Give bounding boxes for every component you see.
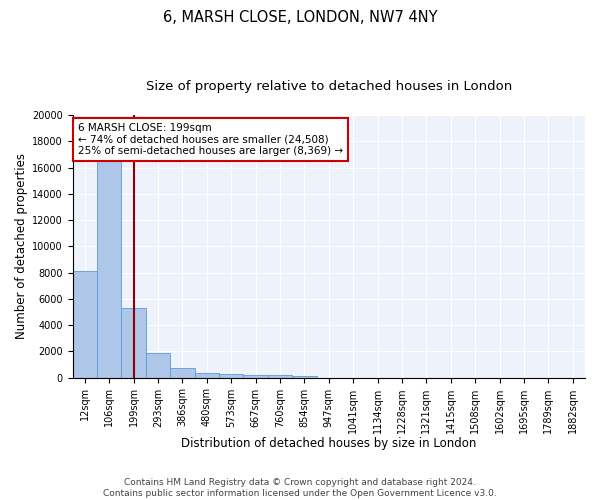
Bar	[73, 272, 97, 378]
Bar	[219, 374, 244, 378]
Bar	[121, 308, 146, 378]
Title: Size of property relative to detached houses in London: Size of property relative to detached ho…	[146, 80, 512, 93]
Bar	[146, 354, 170, 378]
Bar	[268, 376, 292, 378]
Bar	[194, 373, 219, 378]
Bar	[244, 375, 268, 378]
Bar	[292, 376, 317, 378]
X-axis label: Distribution of detached houses by size in London: Distribution of detached houses by size …	[181, 437, 476, 450]
Bar	[170, 368, 194, 378]
Text: Contains HM Land Registry data © Crown copyright and database right 2024.
Contai: Contains HM Land Registry data © Crown c…	[103, 478, 497, 498]
Y-axis label: Number of detached properties: Number of detached properties	[15, 154, 28, 340]
Text: 6, MARSH CLOSE, LONDON, NW7 4NY: 6, MARSH CLOSE, LONDON, NW7 4NY	[163, 10, 437, 25]
Text: 6 MARSH CLOSE: 199sqm
← 74% of detached houses are smaller (24,508)
25% of semi-: 6 MARSH CLOSE: 199sqm ← 74% of detached …	[78, 123, 343, 156]
Bar	[97, 161, 121, 378]
